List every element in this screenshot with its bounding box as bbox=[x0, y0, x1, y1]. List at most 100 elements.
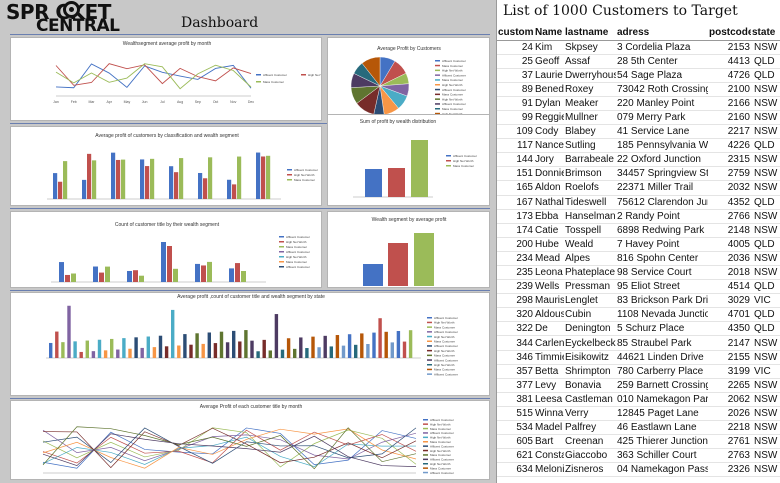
table-cell[interactable]: NSW bbox=[751, 434, 780, 450]
table-cell[interactable]: 54 Sage Plaza bbox=[616, 68, 708, 83]
table-cell[interactable]: 37 bbox=[497, 68, 534, 83]
table-cell[interactable]: 2217 bbox=[708, 124, 751, 140]
table-cell[interactable]: 109 bbox=[497, 124, 534, 140]
table-cell[interactable]: 2315 bbox=[708, 152, 751, 168]
table-cell[interactable]: 425 Thierer Junction bbox=[616, 434, 708, 450]
table-cell[interactable]: 2026 bbox=[708, 406, 751, 422]
wealth-avg-profit-chart[interactable]: Wealth segment by average profit bbox=[327, 211, 490, 288]
table-cell[interactable]: Pressman bbox=[564, 279, 616, 295]
column-header-customer-id[interactable]: customer_id bbox=[497, 25, 534, 41]
table-cell[interactable]: 239 bbox=[497, 279, 534, 295]
state-profit-bar-chart[interactable]: Average profit ,count of customer title … bbox=[10, 292, 490, 396]
table-cell[interactable]: 24 bbox=[497, 40, 534, 55]
table-cell[interactable]: 605 bbox=[497, 434, 534, 450]
table-cell[interactable]: 2326 bbox=[708, 462, 751, 478]
table-cell[interactable]: Weald bbox=[564, 237, 616, 252]
table-cell[interactable]: Nance bbox=[534, 138, 564, 154]
table-cell[interactable]: NSW bbox=[751, 462, 780, 478]
table-cell[interactable]: QLD bbox=[751, 321, 780, 337]
table-cell[interactable]: 235 bbox=[497, 265, 534, 281]
table-cell[interactable]: Laurie bbox=[534, 68, 564, 83]
table-row[interactable]: 621ConstantinGiaccobo363 Schiller Court2… bbox=[497, 448, 780, 464]
table-row[interactable]: 377 Levy Bonavia 259 Barnett Crossing 2265 NS… bbox=[497, 378, 780, 393]
table-cell[interactable]: De bbox=[534, 321, 564, 337]
table-cell[interactable]: 99 bbox=[497, 110, 534, 126]
table-cell[interactable]: NSW bbox=[751, 448, 780, 464]
table-cell[interactable]: Shrimpton bbox=[564, 364, 616, 379]
table-cell[interactable]: NSW bbox=[751, 82, 780, 97]
table-cell[interactable]: 363 Schiller Court bbox=[616, 448, 708, 464]
table-row[interactable]: 634MelonieZisneros04 Namekagon Pass2326N… bbox=[497, 462, 780, 478]
table-cell[interactable]: QLD bbox=[751, 138, 780, 154]
table-cell[interactable]: Roxey bbox=[564, 82, 616, 97]
table-cell[interactable]: Bonavia bbox=[564, 378, 616, 393]
table-cell[interactable]: NSW bbox=[751, 378, 780, 393]
table-cell[interactable]: QLD bbox=[751, 195, 780, 210]
table-cell[interactable]: Leesa bbox=[534, 392, 564, 407]
table-row[interactable]: 165 Aldon Roelofs 22371 Miller Trail 2032 NSW bbox=[497, 180, 780, 196]
table-cell[interactable]: Aldous bbox=[534, 307, 564, 323]
table-cell[interactable]: 381 bbox=[497, 392, 534, 407]
table-cell[interactable]: 173 bbox=[497, 209, 534, 224]
table-row[interactable]: 344CarleneEyckelbeck85 Straubel Park2147… bbox=[497, 335, 780, 351]
table-row[interactable]: 235 Leona Phateplace 98 Service Court 2018 NS… bbox=[497, 265, 780, 281]
table-row[interactable]: 109 Cody Blabey 41 Service Lane 2217 NSW bbox=[497, 124, 780, 140]
table-row[interactable]: 357 Betta Shrimpton 780 Carberry Place 3199 V… bbox=[497, 364, 780, 379]
table-row[interactable]: 234 Mead Alpes 816 Spohn Center 2036 NSW bbox=[497, 251, 780, 267]
table-cell[interactable]: 3199 bbox=[708, 364, 751, 379]
table-cell[interactable]: 357 bbox=[497, 364, 534, 379]
table-cell[interactable]: 4226 bbox=[708, 138, 751, 154]
table-cell[interactable]: NSW bbox=[751, 124, 780, 140]
table-cell[interactable]: 185 Pennsylvania Way bbox=[616, 138, 708, 154]
table-cell[interactable]: Hanselmann bbox=[564, 209, 616, 224]
table-row[interactable]: 173 Ebba Hanselmann 2 Randy Point 2766 NSW bbox=[497, 209, 780, 224]
table-cell[interactable]: Geoff bbox=[534, 54, 564, 69]
table-cell[interactable]: 7 Havey Point bbox=[616, 237, 708, 252]
table-cell[interactable]: Donnie bbox=[534, 166, 564, 182]
table-cell[interactable]: Assaf bbox=[564, 54, 616, 69]
table-row[interactable]: 320 Aldous Cubin 1108 Nevada Junction 4701 QL… bbox=[497, 307, 780, 323]
table-cell[interactable]: 95 Eliot Street bbox=[616, 279, 708, 295]
table-cell[interactable]: Castleman bbox=[564, 392, 616, 407]
table-cell[interactable]: VIC bbox=[751, 293, 780, 309]
table-cell[interactable]: Kim bbox=[534, 40, 564, 55]
table-cell[interactable]: 4350 bbox=[708, 321, 751, 337]
title-profit-month-chart[interactable]: Average Profit of each customer title by… bbox=[10, 400, 490, 480]
table-cell[interactable]: 41 Service Lane bbox=[616, 124, 708, 140]
column-header-Name[interactable]: Name bbox=[534, 25, 564, 41]
table-cell[interactable]: NSW bbox=[751, 335, 780, 351]
table-row[interactable]: 99 Reggie Mullner 079 Merry Park 2160 NSW bbox=[497, 110, 780, 126]
table-cell[interactable]: Aldon bbox=[534, 180, 564, 196]
table-cell[interactable]: NSW bbox=[751, 223, 780, 238]
column-header-state[interactable]: state bbox=[751, 25, 780, 41]
table-cell[interactable]: 2148 bbox=[708, 223, 751, 238]
table-cell[interactable]: QLD bbox=[751, 237, 780, 252]
table-cell[interactable]: 144 bbox=[497, 152, 534, 168]
table-cell[interactable]: 151 bbox=[497, 166, 534, 182]
table-cell[interactable]: QLD bbox=[751, 279, 780, 295]
table-cell[interactable]: 28 5th Center bbox=[616, 54, 708, 69]
table-cell[interactable]: 22 Oxford Junction bbox=[616, 152, 708, 168]
table-cell[interactable]: 4352 bbox=[708, 195, 751, 210]
table-cell[interactable]: 2160 bbox=[708, 110, 751, 126]
table-cell[interactable]: NSW bbox=[751, 251, 780, 267]
table-cell[interactable]: 83 Brickson Park Drive bbox=[616, 293, 708, 309]
table-row[interactable]: 174 Catie Tosspell 6898 Redwing Park 2148 NSW bbox=[497, 223, 780, 238]
table-cell[interactable]: 234 bbox=[497, 251, 534, 267]
table-cell[interactable]: 2032 bbox=[708, 180, 751, 196]
table-cell[interactable]: VIC bbox=[751, 364, 780, 379]
table-cell[interactable]: 780 Carberry Place bbox=[616, 364, 708, 379]
table-cell[interactable]: 346 bbox=[497, 350, 534, 365]
table-cell[interactable]: 621 bbox=[497, 448, 534, 464]
table-cell[interactable]: 344 bbox=[497, 335, 534, 351]
table-row[interactable]: 239 Wells Pressman 95 Eliot Street 4514 QLD bbox=[497, 279, 780, 295]
table-cell[interactable]: 3029 bbox=[708, 293, 751, 309]
table-cell[interactable]: Madel bbox=[534, 420, 564, 436]
table-cell[interactable]: Barrabeale bbox=[564, 152, 616, 168]
table-cell[interactable]: 2759 bbox=[708, 166, 751, 182]
wealth-profit-month-chart[interactable]: Wealthsegment average profit by month Jan… bbox=[10, 37, 322, 121]
table-cell[interactable]: 2147 bbox=[708, 335, 751, 351]
table-cell[interactable]: NSW bbox=[751, 40, 780, 55]
table-cell[interactable]: Winna bbox=[534, 406, 564, 422]
